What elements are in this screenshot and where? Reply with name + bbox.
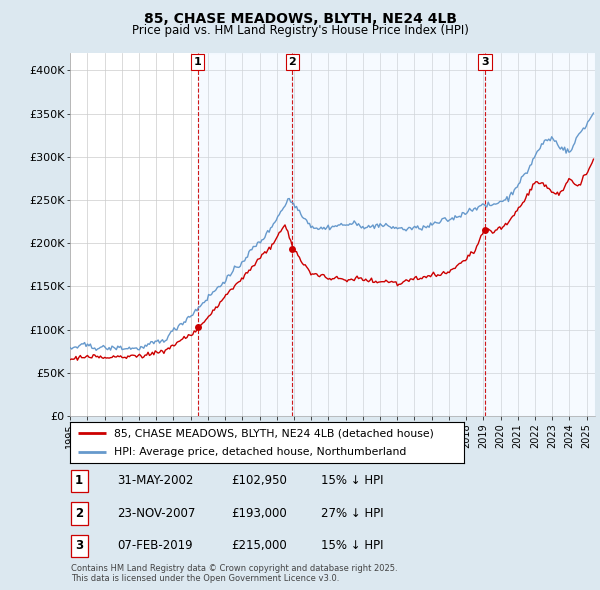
- Bar: [292, 53, 485, 416]
- Text: 2: 2: [75, 507, 83, 520]
- Text: £102,950: £102,950: [231, 474, 287, 487]
- Text: 85, CHASE MEADOWS, BLYTH, NE24 4LB (detached house): 85, CHASE MEADOWS, BLYTH, NE24 4LB (deta…: [113, 428, 433, 438]
- Text: 23-NOV-2007: 23-NOV-2007: [117, 507, 196, 520]
- Text: £215,000: £215,000: [231, 539, 287, 552]
- Text: 27% ↓ HPI: 27% ↓ HPI: [321, 507, 383, 520]
- Text: £193,000: £193,000: [231, 507, 287, 520]
- Text: 1: 1: [194, 57, 202, 67]
- Text: Contains HM Land Registry data © Crown copyright and database right 2025.
This d: Contains HM Land Registry data © Crown c…: [71, 563, 397, 583]
- Text: 85, CHASE MEADOWS, BLYTH, NE24 4LB: 85, CHASE MEADOWS, BLYTH, NE24 4LB: [143, 12, 457, 26]
- Text: 1: 1: [75, 474, 83, 487]
- Text: 31-MAY-2002: 31-MAY-2002: [117, 474, 193, 487]
- Text: 3: 3: [481, 57, 489, 67]
- Text: 3: 3: [75, 539, 83, 552]
- Text: 15% ↓ HPI: 15% ↓ HPI: [321, 474, 383, 487]
- Text: 07-FEB-2019: 07-FEB-2019: [117, 539, 193, 552]
- Text: HPI: Average price, detached house, Northumberland: HPI: Average price, detached house, Nort…: [113, 447, 406, 457]
- Text: Price paid vs. HM Land Registry's House Price Index (HPI): Price paid vs. HM Land Registry's House …: [131, 24, 469, 37]
- Text: 2: 2: [289, 57, 296, 67]
- Text: 15% ↓ HPI: 15% ↓ HPI: [321, 539, 383, 552]
- Bar: [485, 53, 595, 416]
- Bar: [198, 53, 292, 416]
